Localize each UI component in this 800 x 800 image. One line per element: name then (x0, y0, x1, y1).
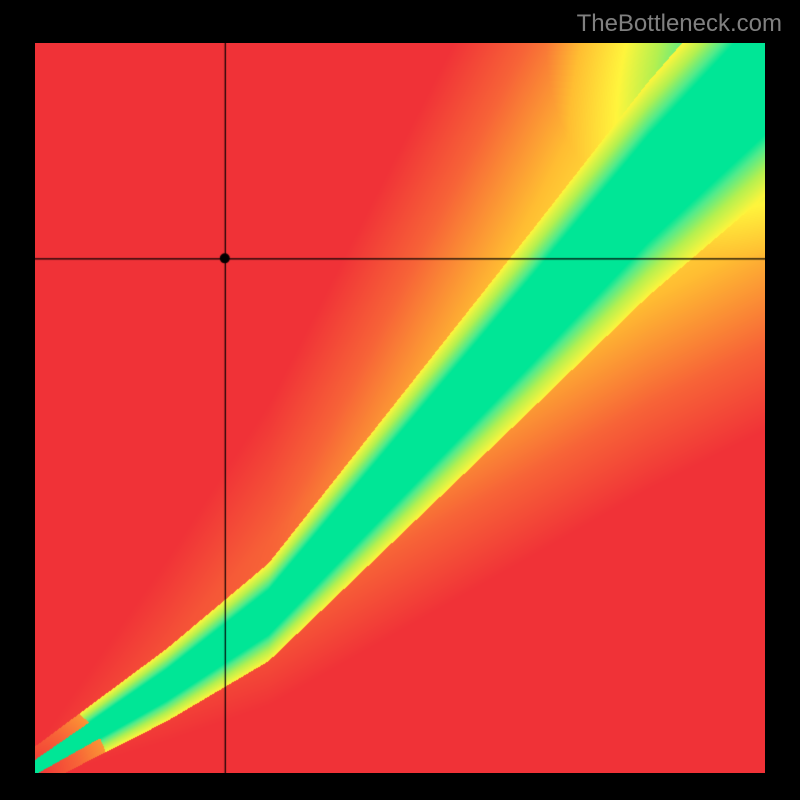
chart-container: TheBottleneck.com (0, 0, 800, 800)
crosshair-overlay (35, 43, 765, 773)
watermark-text: TheBottleneck.com (577, 10, 782, 38)
